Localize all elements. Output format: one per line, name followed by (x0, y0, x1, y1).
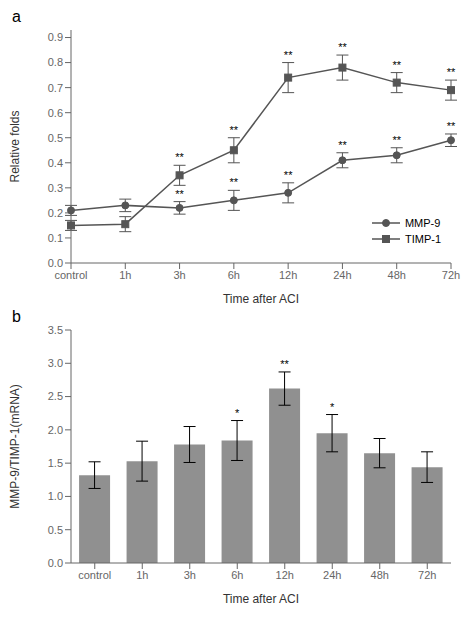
svg-text:**: ** (284, 169, 293, 181)
svg-text:1h: 1h (136, 569, 148, 581)
svg-text:24h: 24h (323, 569, 341, 581)
html-text:MMP-9: MMP-9 (404, 217, 441, 230)
svg-text:**: ** (392, 59, 401, 71)
svg-text:*: * (330, 401, 335, 413)
svg-text:*: * (235, 407, 240, 419)
svg-text:**: ** (175, 188, 184, 200)
svg-text:0.1: 0.1 (48, 232, 63, 244)
svg-text:**: ** (392, 134, 401, 146)
svg-text:72h: 72h (418, 569, 436, 581)
svg-text:Time after ACI: Time after ACI (223, 292, 299, 306)
svg-text:**: ** (447, 66, 456, 78)
svg-text:6h: 6h (231, 569, 243, 581)
svg-text:1.5: 1.5 (48, 457, 63, 469)
svg-text:0.8: 0.8 (48, 56, 63, 68)
svg-text:MMP-9/TIMP-1(mRNA): MMP-9/TIMP-1(mRNA) (8, 384, 22, 509)
svg-text:3h: 3h (173, 269, 185, 281)
svg-text:Relative folds: Relative folds (8, 110, 22, 182)
svg-text:12h: 12h (276, 569, 294, 581)
svg-text:0.5: 0.5 (48, 132, 63, 144)
svg-text:6h: 6h (228, 269, 240, 281)
svg-text:72h: 72h (442, 269, 460, 281)
svg-text:0.2: 0.2 (48, 207, 63, 219)
svg-text:2.0: 2.0 (48, 424, 63, 436)
svg-text:**: ** (284, 49, 293, 61)
svg-text:Time after ACI: Time after ACI (223, 592, 299, 606)
svg-text:2.5: 2.5 (48, 390, 63, 402)
html-text:TIMP-1: TIMP-1 (404, 233, 441, 246)
svg-text:**: ** (338, 139, 347, 151)
svg-text:0.6: 0.6 (48, 107, 63, 119)
svg-text:control: control (78, 569, 111, 581)
svg-text:12h: 12h (279, 269, 297, 281)
svg-text:**: ** (338, 41, 347, 53)
svg-text:3h: 3h (184, 569, 196, 581)
svg-text:1.0: 1.0 (48, 490, 63, 502)
svg-text:48h: 48h (371, 569, 389, 581)
svg-text:3.5: 3.5 (48, 324, 63, 336)
svg-text:**: ** (230, 124, 239, 136)
svg-text:**: ** (230, 176, 239, 188)
svg-text:0.9: 0.9 (48, 31, 63, 43)
svg-text:0.0: 0.0 (48, 257, 63, 269)
svg-text:**: ** (447, 120, 456, 132)
svg-text:3.0: 3.0 (48, 357, 63, 369)
svg-text:0.0: 0.0 (48, 557, 63, 569)
svg-text:0.3: 0.3 (48, 182, 63, 194)
html-text:a: a (12, 8, 21, 25)
svg-text:1h: 1h (119, 269, 131, 281)
svg-text:0.5: 0.5 (48, 524, 63, 536)
html-text:b: b (12, 308, 21, 325)
svg-text:24h: 24h (333, 269, 351, 281)
svg-text:0.4: 0.4 (48, 157, 63, 169)
svg-text:**: ** (175, 151, 184, 163)
svg-text:48h: 48h (388, 269, 406, 281)
svg-text:control: control (54, 269, 87, 281)
svg-text:0.7: 0.7 (48, 82, 63, 94)
svg-text:**: ** (280, 358, 289, 370)
